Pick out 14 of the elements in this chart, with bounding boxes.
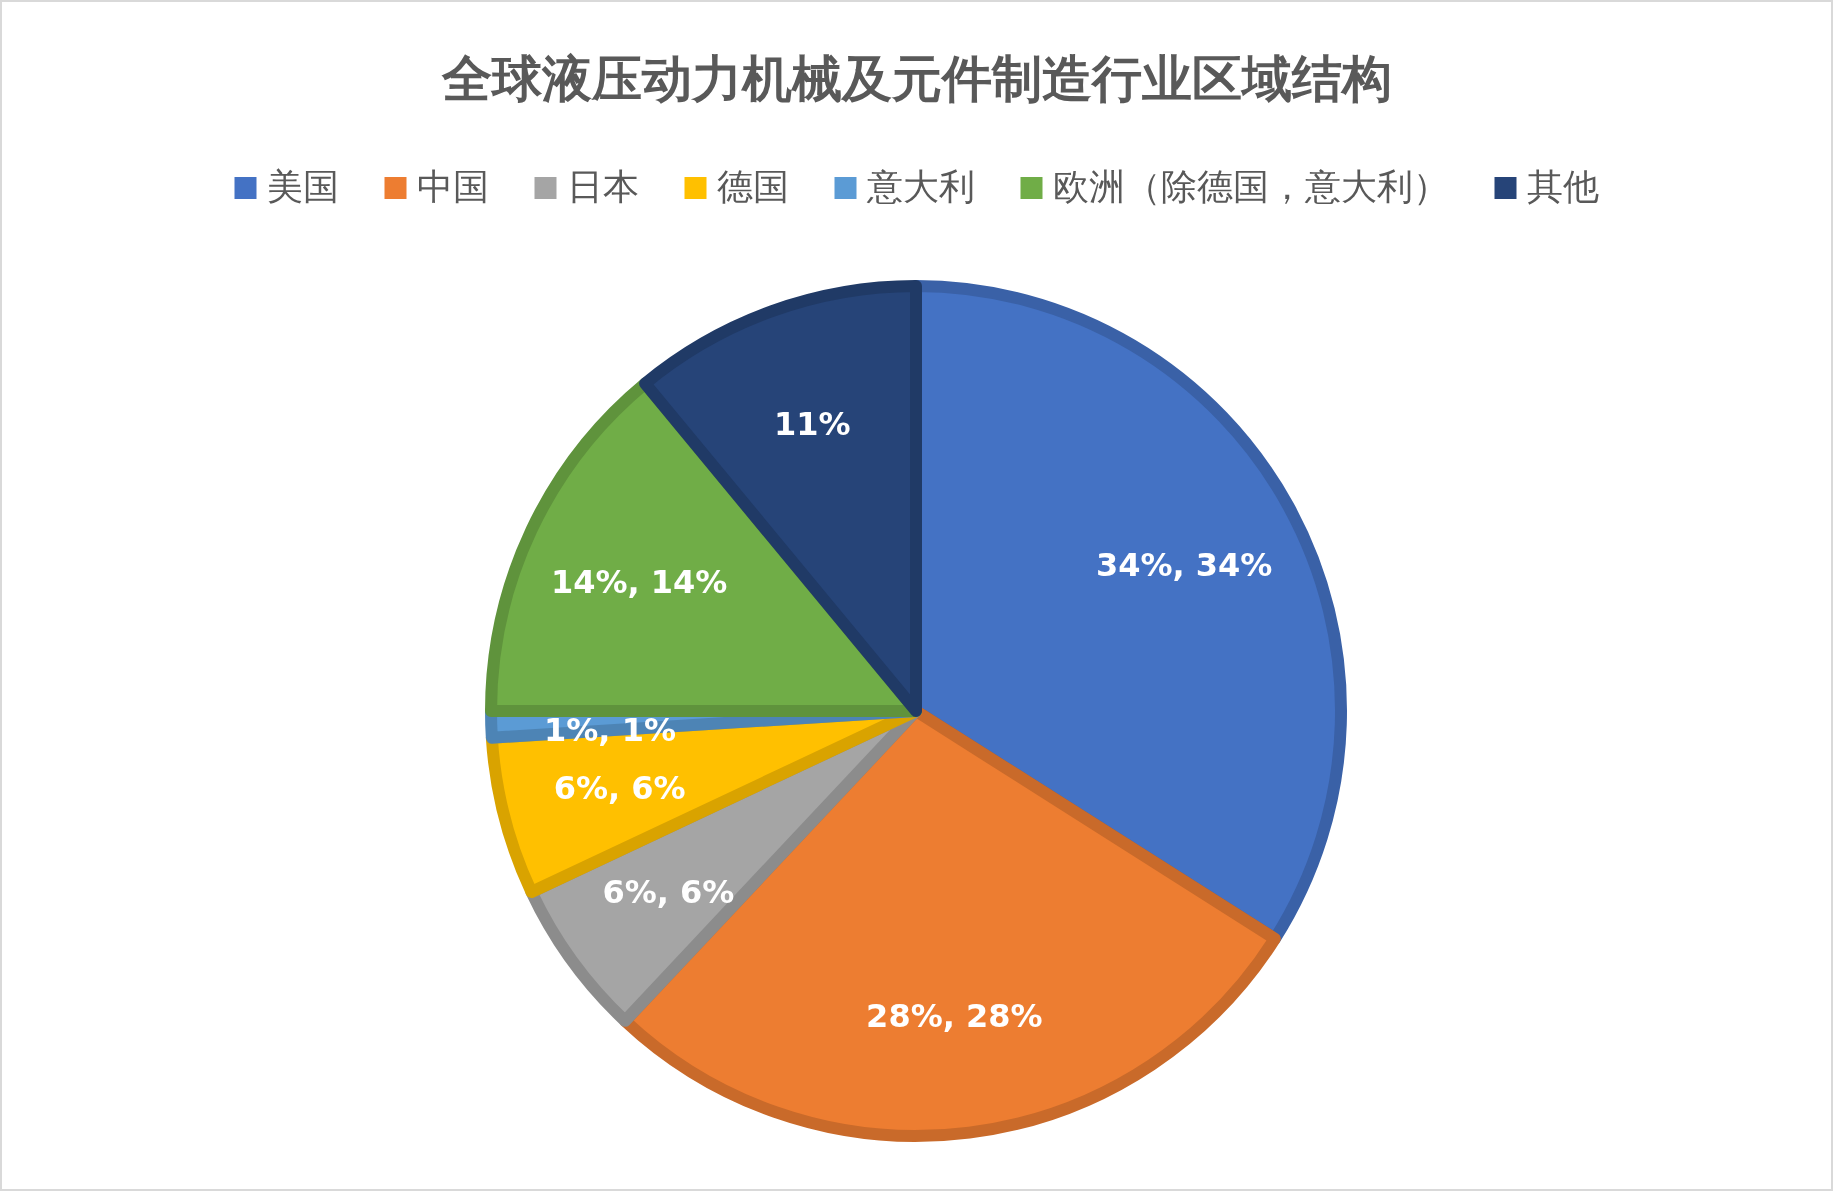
legend-label: 其他 xyxy=(1526,166,1599,207)
data-label: 34%, 34% xyxy=(1095,545,1273,584)
legend-label: 欧洲（除德国，意大利） xyxy=(1052,166,1449,207)
legend-label: 美国 xyxy=(266,166,339,207)
legend-label: 意大利 xyxy=(865,166,975,207)
legend-label: 日本 xyxy=(566,166,639,207)
data-label: 28%, 28% xyxy=(866,996,1043,1035)
legend-label: 中国 xyxy=(416,166,489,207)
data-label: 11% xyxy=(774,405,851,444)
data-label: 6%, 6% xyxy=(602,872,735,911)
data-label: 14%, 14% xyxy=(550,562,728,601)
chart-title: 全球液压动力机械及元件制造行业区域结构 xyxy=(440,50,1392,108)
legend-label: 德国 xyxy=(716,166,789,207)
data-label: 6%, 6% xyxy=(553,769,686,808)
